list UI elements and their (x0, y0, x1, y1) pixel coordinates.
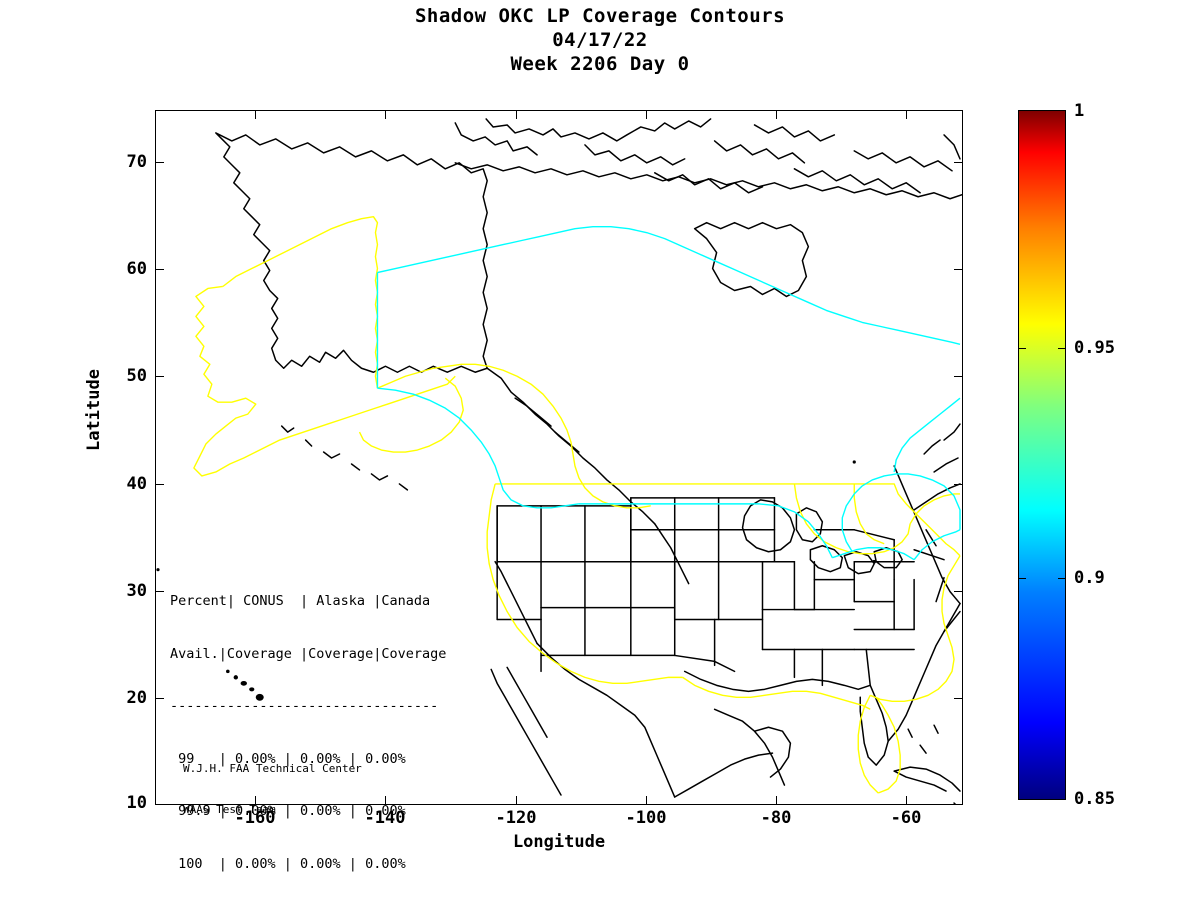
x-tick-m140 (385, 796, 386, 805)
credit-block: W.J.H. FAA Technical Center WAAS Test Te… (183, 735, 362, 830)
x-tick-top-m60 (906, 110, 907, 119)
colorbar-label-095: 0.95 (1074, 338, 1115, 358)
y-tick-right-70 (954, 162, 963, 163)
y-tick-label-60: 60 (126, 259, 147, 279)
y-tick-70 (155, 162, 164, 163)
y-tick-label-50: 50 (126, 366, 147, 386)
y-tick-right-50 (954, 376, 963, 377)
y-tick-label-70: 70 (126, 152, 147, 172)
y-tick-30 (155, 591, 164, 592)
x-tick-m80 (776, 796, 777, 805)
y-tick-50 (155, 376, 164, 377)
hawaii-islands (226, 669, 264, 701)
colorbar-label-085: 0.85 (1074, 789, 1115, 809)
x-axis-title: Longitude (512, 832, 606, 852)
stats-row-99: 99 | 0.00% | 0.00% | 0.00% (170, 750, 406, 767)
credit-line-2: WAAS Test Team (183, 802, 276, 816)
y-tick-right-30 (954, 591, 963, 592)
colorbar-gradient (1018, 110, 1066, 800)
x-tick-top-m140 (385, 110, 386, 119)
x-tick-label-m160: -160 (234, 808, 276, 828)
y-tick-20 (155, 698, 164, 699)
title-line-2: 04/17/22 (552, 29, 648, 51)
y-tick-label-20: 20 (126, 688, 147, 708)
x-tick-label-m60: -60 (890, 808, 922, 828)
colorbar-tick-09-right (1058, 578, 1066, 579)
x-tick-top-m160 (255, 110, 256, 119)
stats-row-100: 100 | 0.00% | 0.00% | 0.00% (170, 855, 406, 872)
coverage-stats-table: Percent| CONUS | Alaska |Canada Avail.|C… (170, 558, 446, 891)
y-tick-right-20 (954, 698, 963, 699)
x-tick-m100 (646, 796, 647, 805)
conus-mainland-service-volume (486, 483, 961, 794)
x-tick-m60 (906, 796, 907, 805)
x-tick-top-m80 (776, 110, 777, 119)
canada-service-volume (376, 225, 961, 561)
title-line-1: Shadow OKC LP Coverage Contours (414, 5, 786, 27)
x-tick-top-m120 (516, 110, 517, 119)
stats-row-999: 99.9 | 0.00% | 0.00% | 0.00% (170, 803, 406, 819)
x-tick-label-m140: -140 (364, 808, 406, 828)
y-tick-label-40: 40 (126, 474, 147, 494)
map-plot-area (155, 110, 963, 805)
y-tick-label-30: 30 (126, 581, 147, 601)
coastlines-layer (156, 118, 962, 804)
colorbar-tick-095-left (1018, 348, 1026, 349)
colorbar-tick-095-right (1058, 348, 1066, 349)
x-tick-label-m100: -100 (625, 808, 667, 828)
y-tick-right-40 (954, 484, 963, 485)
stats-header-row-1: Percent| CONUS | Alaska |Canada (170, 593, 431, 609)
x-tick-top-m100 (646, 110, 647, 119)
x-tick-label-m80: -80 (760, 808, 792, 828)
conus-service-volume (193, 215, 651, 509)
colorbar-label-09: 0.9 (1074, 568, 1105, 588)
y-tick-right-60 (954, 269, 963, 270)
colorbar-label-1: 1 (1074, 101, 1085, 121)
colorbar-tick-09-left (1018, 578, 1026, 579)
stats-separator: --------------------------------- (170, 698, 439, 714)
colorbar (1018, 110, 1066, 800)
y-axis-title: Latitude (84, 369, 104, 451)
north-america-map (156, 118, 962, 804)
state-boundaries (496, 497, 945, 687)
credit-line-1: W.J.H. FAA Technical Center (183, 762, 362, 775)
y-tick-40 (155, 484, 164, 485)
y-tick-label-10: 10 (126, 793, 147, 813)
stats-header-row-2: Avail.|Coverage |Coverage|Coverage (170, 645, 447, 662)
x-tick-m120 (516, 796, 517, 805)
x-tick-label-m120: -120 (495, 808, 537, 828)
chart-title-block: Shadow OKC LP Coverage Contours 04/17/22… (0, 4, 1200, 76)
title-line-3: Week 2206 Day 0 (510, 53, 690, 75)
x-tick-m160 (255, 796, 256, 805)
y-tick-60 (155, 269, 164, 270)
